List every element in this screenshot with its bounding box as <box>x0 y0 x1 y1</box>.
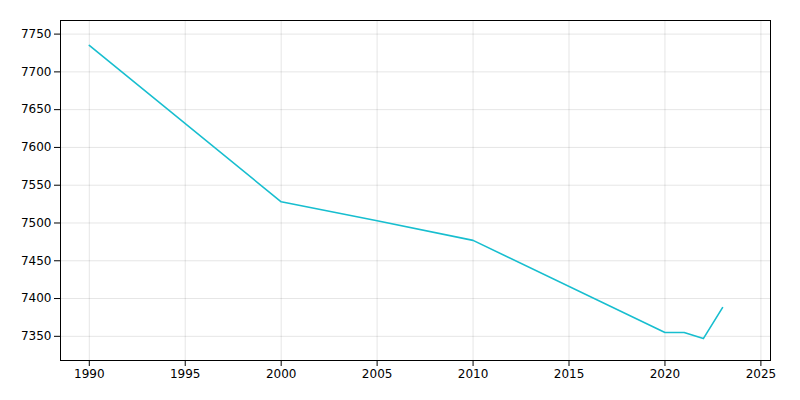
svg-text:7500: 7500 <box>21 216 52 230</box>
svg-text:7750: 7750 <box>21 27 52 41</box>
svg-text:1990: 1990 <box>74 367 105 381</box>
svg-text:7350: 7350 <box>21 329 52 343</box>
svg-text:2015: 2015 <box>554 367 585 381</box>
svg-text:7400: 7400 <box>21 291 52 305</box>
svg-text:7700: 7700 <box>21 65 52 79</box>
svg-text:2025: 2025 <box>746 367 777 381</box>
svg-text:1995: 1995 <box>170 367 201 381</box>
svg-text:7650: 7650 <box>21 102 52 116</box>
svg-text:7550: 7550 <box>21 178 52 192</box>
svg-text:2020: 2020 <box>650 367 681 381</box>
svg-text:7600: 7600 <box>21 140 52 154</box>
svg-text:2010: 2010 <box>458 367 489 381</box>
svg-text:2005: 2005 <box>362 367 393 381</box>
svg-text:2000: 2000 <box>266 367 297 381</box>
svg-text:7450: 7450 <box>21 254 52 268</box>
